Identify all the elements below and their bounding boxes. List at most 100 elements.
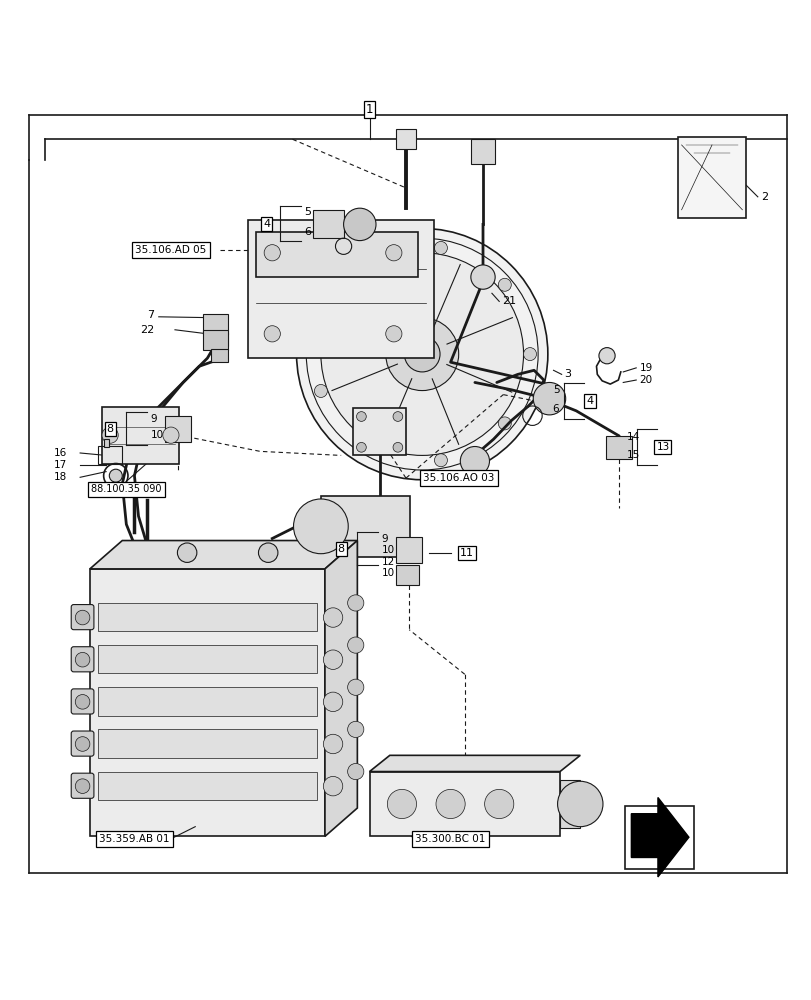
Text: 8: 8: [106, 424, 114, 434]
Circle shape: [347, 763, 363, 780]
Circle shape: [385, 326, 401, 342]
Text: 35.106.AO 03: 35.106.AO 03: [423, 473, 494, 483]
Circle shape: [323, 608, 342, 627]
Bar: [247, 220, 434, 358]
Text: 10: 10: [381, 545, 394, 555]
Text: 14: 14: [626, 432, 639, 442]
Bar: [369, 772, 560, 836]
Circle shape: [356, 412, 366, 421]
Circle shape: [347, 679, 363, 695]
Circle shape: [109, 469, 122, 482]
Circle shape: [314, 311, 327, 324]
Circle shape: [323, 692, 342, 712]
Text: 16: 16: [54, 448, 67, 458]
Bar: [606, 436, 632, 459]
Polygon shape: [631, 797, 688, 877]
Circle shape: [434, 241, 447, 254]
Text: 10: 10: [381, 568, 394, 578]
Text: 22: 22: [140, 325, 155, 335]
Text: 10: 10: [151, 430, 164, 440]
Circle shape: [347, 721, 363, 738]
Bar: [165, 416, 191, 442]
Bar: [396, 565, 418, 585]
Bar: [211, 333, 227, 346]
FancyBboxPatch shape: [71, 689, 94, 714]
Text: 7: 7: [148, 310, 155, 320]
Circle shape: [460, 446, 489, 476]
Text: 8: 8: [337, 544, 345, 554]
Circle shape: [163, 427, 178, 443]
Circle shape: [362, 441, 375, 454]
Circle shape: [599, 348, 615, 364]
Circle shape: [362, 254, 375, 267]
Polygon shape: [369, 755, 580, 772]
Circle shape: [75, 652, 90, 667]
Circle shape: [404, 336, 440, 372]
Circle shape: [296, 228, 547, 480]
Bar: [624, 806, 693, 869]
Circle shape: [75, 737, 90, 751]
Bar: [98, 446, 122, 464]
Circle shape: [258, 543, 277, 562]
Text: 21: 21: [501, 296, 515, 306]
Circle shape: [320, 253, 523, 455]
Text: 5: 5: [304, 207, 311, 217]
Circle shape: [75, 610, 90, 625]
Text: 35.106.AD 05: 35.106.AD 05: [135, 245, 206, 255]
Bar: [90, 569, 324, 836]
Circle shape: [436, 789, 465, 819]
Bar: [320, 496, 410, 557]
Bar: [312, 210, 343, 238]
Circle shape: [393, 442, 402, 452]
Text: 19: 19: [639, 363, 652, 373]
Circle shape: [293, 499, 348, 554]
Circle shape: [434, 454, 447, 467]
Text: 35.359.AB 01: 35.359.AB 01: [99, 834, 169, 844]
Bar: [98, 603, 316, 631]
Text: 4: 4: [586, 396, 593, 406]
Text: 9: 9: [381, 534, 388, 544]
FancyBboxPatch shape: [71, 773, 94, 798]
Text: 35.300.BC 01: 35.300.BC 01: [415, 834, 485, 844]
Bar: [396, 129, 415, 149]
Text: 2: 2: [760, 192, 767, 202]
Polygon shape: [90, 541, 357, 569]
Circle shape: [314, 384, 327, 397]
Bar: [98, 645, 316, 673]
Circle shape: [498, 417, 511, 430]
Text: 20: 20: [639, 375, 652, 385]
Bar: [105, 439, 109, 447]
Circle shape: [323, 776, 342, 796]
Text: 5: 5: [552, 385, 559, 395]
Circle shape: [323, 650, 342, 669]
Text: 1: 1: [365, 103, 373, 116]
Text: 88.100.35 090: 88.100.35 090: [91, 484, 161, 494]
Bar: [353, 408, 406, 455]
Bar: [211, 349, 227, 362]
Text: 15: 15: [626, 450, 639, 460]
Circle shape: [343, 208, 375, 241]
Circle shape: [484, 789, 513, 819]
Bar: [203, 314, 227, 334]
Circle shape: [75, 695, 90, 709]
Circle shape: [356, 442, 366, 452]
Bar: [98, 729, 316, 758]
Text: 6: 6: [304, 227, 311, 237]
Text: 12: 12: [381, 557, 394, 567]
FancyBboxPatch shape: [71, 731, 94, 756]
Circle shape: [102, 427, 118, 443]
Circle shape: [347, 595, 363, 611]
Bar: [255, 232, 418, 277]
Circle shape: [557, 781, 603, 827]
FancyBboxPatch shape: [71, 647, 94, 672]
Text: 9: 9: [151, 414, 157, 424]
Circle shape: [533, 382, 565, 415]
Circle shape: [347, 637, 363, 653]
FancyBboxPatch shape: [71, 605, 94, 630]
Bar: [470, 139, 495, 164]
Circle shape: [264, 326, 280, 342]
Circle shape: [75, 779, 90, 793]
Text: 17: 17: [54, 460, 67, 470]
Circle shape: [470, 265, 495, 289]
Bar: [98, 687, 316, 716]
